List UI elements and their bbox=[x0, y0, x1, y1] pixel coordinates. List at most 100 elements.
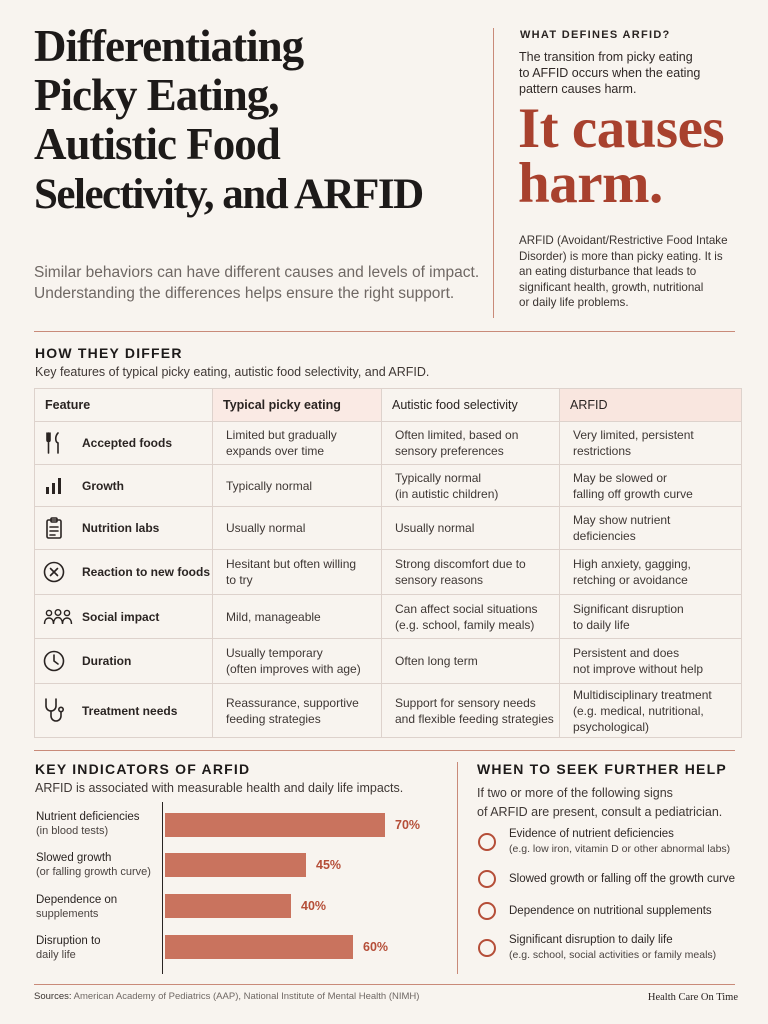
causes-harm-callout: It causes harm. bbox=[518, 100, 758, 212]
cell-line: Usually normal bbox=[395, 521, 475, 535]
help-item: Significant disruption to daily life (e.… bbox=[478, 933, 738, 963]
body-line: ARFID (Avoidant/Restrictive Food Intake bbox=[519, 234, 728, 247]
autistic-cell: Strong discomfort due to sensory reasons bbox=[381, 549, 560, 595]
header-divider bbox=[493, 28, 494, 318]
cell-line: restrictions bbox=[573, 444, 632, 458]
help-item-main: Dependence on nutritional supplements bbox=[509, 904, 712, 917]
feature-cell: Reaction to new foods bbox=[34, 549, 213, 595]
cell-line: Can affect social situations bbox=[395, 601, 538, 616]
table-row: Growth Typically normal Typically normal… bbox=[34, 464, 742, 507]
cell-line: (in autistic children) bbox=[395, 486, 499, 501]
bar-label: Nutrient deficiencies (in blood tests) bbox=[36, 810, 161, 838]
footer-divider bbox=[34, 984, 735, 985]
bar-label: Slowed growth (or falling growth curve) bbox=[36, 851, 161, 879]
help-item-text: Significant disruption to daily life (e.… bbox=[509, 933, 716, 963]
sources-note: Sources: American Academy of Pediatrics … bbox=[34, 991, 419, 1002]
feature-label: Social impact bbox=[82, 609, 160, 624]
cell-line: feeding strategies bbox=[226, 711, 321, 726]
definition-heading: WHAT DEFINES ARFID? bbox=[520, 29, 671, 41]
cell-line: (often improves with age) bbox=[226, 662, 361, 676]
help-item: Evidence of nutrient deficiencies (e.g. … bbox=[478, 827, 738, 857]
cell-line: Strong discomfort due to bbox=[395, 557, 526, 571]
body-line: an eating disturbance that leads to bbox=[519, 265, 697, 278]
table-header-row: Feature Typical picky eating Autistic fo… bbox=[34, 388, 742, 422]
cell-line: and flexible feeding strategies bbox=[395, 711, 554, 726]
bar-label-sub: daily life bbox=[36, 949, 76, 961]
title-line: Differentiating bbox=[34, 21, 304, 71]
autistic-cell: Support for sensory needs and flexible fe… bbox=[381, 683, 560, 738]
header-picky: Typical picky eating bbox=[212, 388, 382, 422]
sources-label: Sources: bbox=[34, 991, 72, 1002]
section-divider bbox=[34, 331, 735, 332]
feature-label: Growth bbox=[82, 478, 124, 493]
arfid-cell: May be slowed or falling off growth curve bbox=[559, 464, 742, 507]
help-item-sub: (e.g. school, social activities or famil… bbox=[509, 949, 717, 961]
cell-line: sensory preferences bbox=[395, 444, 504, 458]
title-line: Picky Eating, bbox=[34, 70, 280, 120]
table-row: Accepted foods Limited but gradually expa… bbox=[34, 421, 742, 465]
indicators-heading: KEY INDICATORS OF ARFID bbox=[35, 761, 251, 777]
comparison-table: Feature Typical picky eating Autistic fo… bbox=[34, 388, 742, 738]
clock-icon bbox=[43, 649, 65, 673]
autistic-cell: Often limited, based on sensory preferenc… bbox=[381, 421, 560, 465]
help-item-main: Slowed growth or falling off the growth … bbox=[509, 872, 736, 885]
cell-line: May be slowed or bbox=[573, 470, 668, 485]
bar bbox=[165, 813, 385, 837]
feature-cell: Nutrition labs bbox=[34, 506, 213, 550]
circle-bullet-icon bbox=[478, 902, 496, 920]
callout-line: harm. bbox=[518, 152, 663, 215]
cell-line: (e.g. medical, nutritional, bbox=[573, 703, 704, 718]
intro-line: The transition from picky eating bbox=[519, 50, 693, 64]
arfid-cell: Very limited, persistent restrictions bbox=[559, 421, 742, 465]
help-intro: If two or more of the following signs of… bbox=[477, 784, 722, 822]
brand-name: Health Care On Time bbox=[647, 992, 738, 1003]
feature-label: Duration bbox=[82, 654, 132, 668]
cell-line: to daily life bbox=[573, 617, 630, 632]
arfid-cell: High anxiety, gagging, retching or avoida… bbox=[559, 549, 742, 595]
intro-line: to AFFID occurs when the eating bbox=[519, 66, 701, 80]
cell-line: May show nutrient bbox=[573, 513, 671, 527]
differ-description: Key features of typical picky eating, au… bbox=[35, 365, 430, 379]
bar-label-main: Dependence on bbox=[36, 894, 118, 906]
help-intro-line: If two or more of the following signs bbox=[477, 786, 673, 800]
cell-line: Often long term bbox=[395, 654, 478, 668]
feature-cell: Growth bbox=[34, 464, 213, 507]
help-item-text: Evidence of nutrient deficiencies (e.g. … bbox=[509, 827, 730, 857]
circle-bullet-icon bbox=[478, 833, 496, 851]
table-row: Duration Usually temporary (often improve… bbox=[34, 638, 742, 684]
circle-bullet-icon bbox=[478, 939, 496, 957]
bar-label-main: Nutrient deficiencies bbox=[36, 811, 140, 823]
arfid-cell: May show nutrient deficiencies bbox=[559, 506, 742, 550]
x-circle-icon bbox=[43, 560, 65, 584]
bar-value-label: 45% bbox=[316, 858, 342, 872]
help-item-main: Significant disruption to daily life bbox=[509, 934, 673, 946]
cell-line: Typically normal bbox=[226, 478, 313, 493]
bar-label-main: Disruption to bbox=[36, 935, 101, 947]
arfid-cell: Significant disruption to daily life bbox=[559, 594, 742, 639]
title-line: Selectivity, and ARFID bbox=[34, 171, 424, 218]
callout-line: It causes bbox=[518, 97, 725, 160]
body-line: significant health, growth, nutritional bbox=[519, 280, 704, 294]
bar-label-sub: (in blood tests) bbox=[36, 825, 109, 837]
cell-line: High anxiety, gagging, bbox=[573, 557, 691, 571]
cell-line: Usually normal bbox=[226, 521, 306, 535]
feature-label: Reaction to new foods bbox=[82, 565, 211, 579]
header-autistic: Autistic food selectivity bbox=[381, 388, 560, 422]
cell-line: expands over time bbox=[226, 444, 325, 458]
autistic-cell: Often long term bbox=[381, 638, 560, 684]
intro-line: pattern causes harm. bbox=[519, 82, 637, 96]
cell-line: (e.g. school, family meals) bbox=[395, 617, 535, 632]
definition-body: ARFID (Avoidant/Restrictive Food Intake … bbox=[519, 233, 744, 311]
arfid-cell: Multidisciplinary treatment (e.g. medical… bbox=[559, 683, 742, 738]
autistic-cell: Usually normal bbox=[381, 506, 560, 550]
table-row: Social impact Mild, manageable Can affec… bbox=[34, 594, 742, 639]
bar-label: Dependence on supplements bbox=[36, 893, 161, 921]
page-title: Differentiating Picky Eating, Autistic F… bbox=[34, 22, 494, 219]
clipboard-icon bbox=[43, 516, 65, 540]
bar-label-main: Slowed growth bbox=[36, 852, 112, 864]
bar-value-label: 60% bbox=[363, 940, 389, 954]
help-item-main: Evidence of nutrient deficiencies bbox=[509, 828, 674, 840]
cell-line: Very limited, persistent bbox=[573, 428, 694, 442]
subtitle-line: Similar behaviors can have different cau… bbox=[34, 264, 480, 281]
cell-line: retching or avoidance bbox=[573, 573, 688, 587]
